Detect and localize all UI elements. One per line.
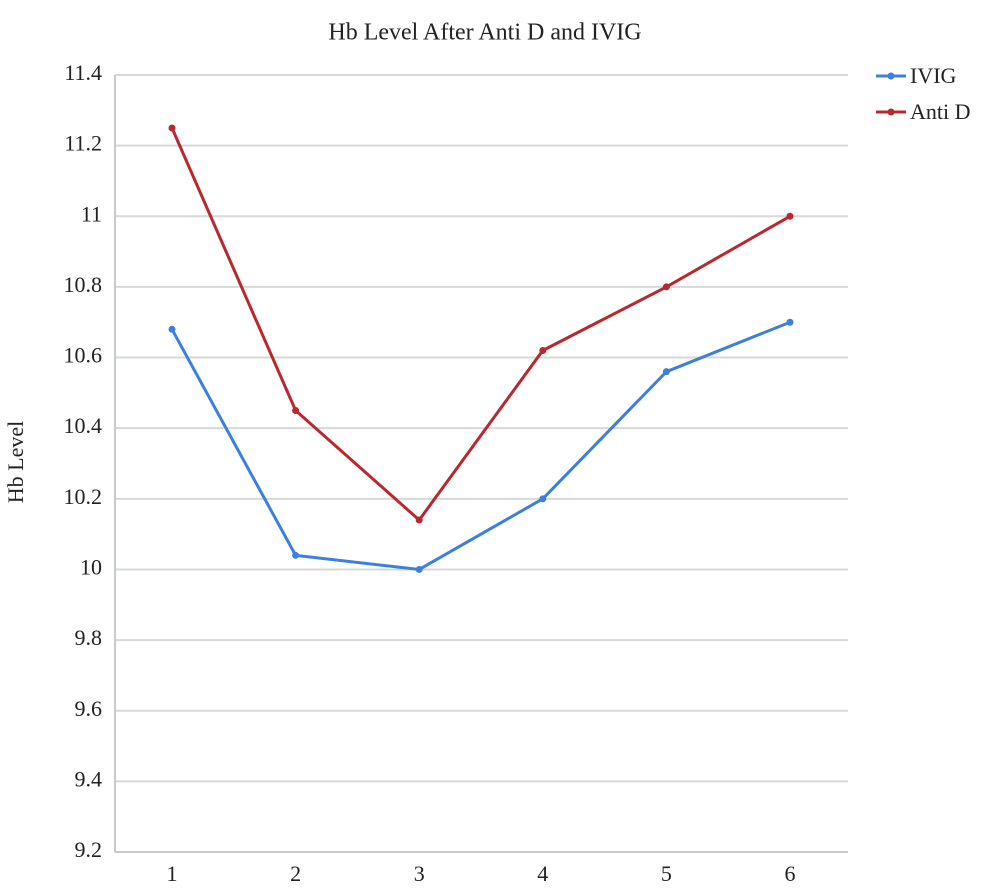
legend-marker bbox=[887, 72, 895, 80]
data-point bbox=[662, 283, 670, 291]
x-tick-label: 4 bbox=[537, 861, 548, 886]
y-tick-label: 11.2 bbox=[64, 131, 102, 156]
data-point bbox=[292, 407, 300, 415]
y-tick-label: 9.2 bbox=[75, 837, 103, 862]
y-tick-label: 9.4 bbox=[75, 766, 103, 791]
legend-label: IVIG bbox=[910, 63, 957, 88]
data-point bbox=[168, 325, 176, 333]
data-line bbox=[170, 320, 791, 572]
y-tick-label: 11 bbox=[81, 201, 102, 226]
data-point bbox=[415, 565, 423, 573]
data-point bbox=[786, 318, 794, 326]
y-tick-label: 10.6 bbox=[64, 343, 103, 368]
data-point bbox=[292, 551, 300, 559]
y-tick-label: 10 bbox=[80, 555, 102, 580]
data-point bbox=[786, 212, 794, 220]
legend-marker bbox=[887, 108, 895, 116]
data-line bbox=[170, 127, 791, 523]
data-point bbox=[168, 124, 176, 132]
y-tick-label: 10.8 bbox=[64, 272, 103, 297]
x-tick-label: 5 bbox=[661, 861, 672, 886]
chart-title: Hb Level After Anti D and IVIG bbox=[328, 20, 641, 46]
x-tick-label: 2 bbox=[290, 861, 301, 886]
data-point bbox=[662, 368, 670, 376]
x-tick-label: 1 bbox=[167, 861, 178, 886]
data-point bbox=[415, 516, 423, 524]
x-tick-label: 6 bbox=[785, 861, 796, 886]
legend-label: Anti D bbox=[910, 99, 971, 124]
data-point bbox=[539, 346, 547, 354]
y-tick-label: 9.6 bbox=[75, 696, 103, 721]
y-tick-label: 10.2 bbox=[64, 484, 103, 509]
y-axis-label: Hb Level bbox=[3, 421, 28, 503]
y-tick-label: 11.4 bbox=[64, 60, 102, 85]
y-tick-label: 10.4 bbox=[64, 413, 103, 438]
x-tick-label: 3 bbox=[414, 861, 425, 886]
data-point bbox=[539, 495, 547, 503]
y-tick-label: 9.8 bbox=[75, 625, 103, 650]
